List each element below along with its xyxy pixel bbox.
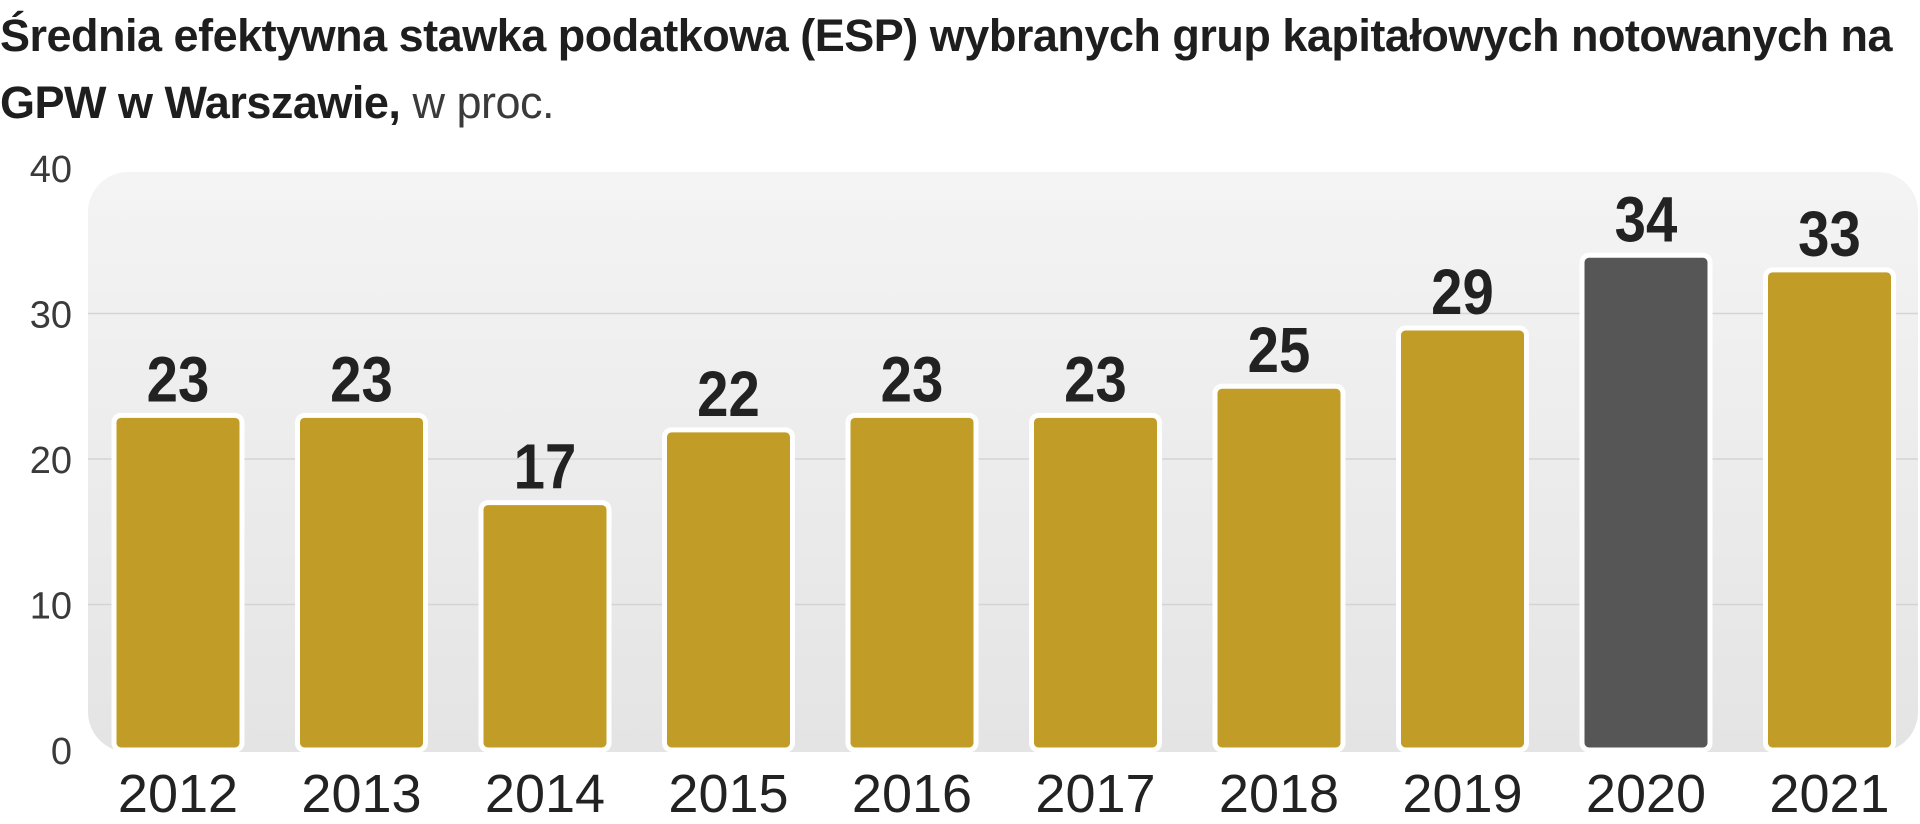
bar-value-label: 34 — [1615, 183, 1678, 255]
x-tick-label: 2012 — [118, 764, 238, 824]
x-tick-label: 2013 — [301, 764, 421, 824]
y-tick-label: 10 — [30, 586, 72, 628]
bar — [845, 412, 979, 753]
x-axis: 2012 2013 2014 2015 2016 2017 2018 2019 2020 2021 — [118, 764, 1890, 824]
bar-value-label: 33 — [1798, 197, 1861, 269]
bar — [1029, 412, 1162, 753]
bar — [1579, 252, 1713, 753]
bar-value-label: 29 — [1431, 256, 1494, 328]
bar — [1212, 383, 1346, 753]
bar-value-label: 23 — [147, 343, 210, 415]
x-tick-label: 2017 — [1035, 764, 1155, 824]
x-tick-label: 2015 — [668, 764, 788, 824]
bar-value-label: 25 — [1248, 314, 1311, 386]
bar — [1396, 325, 1529, 753]
bar — [295, 412, 428, 753]
bar-value-label: 17 — [514, 430, 577, 502]
chart-title: Średnia efektywna stawka podatkowa (ESP)… — [0, 2, 1915, 136]
chart-title-unit: w proc. — [412, 77, 554, 128]
y-tick-label: 20 — [30, 440, 72, 482]
chart-title-text: Średnia efektywna stawka podatkowa (ESP)… — [0, 10, 1892, 128]
bar — [478, 500, 612, 753]
x-tick-label: 2014 — [485, 764, 605, 824]
bar-value-label: 23 — [1064, 343, 1127, 415]
x-tick-label: 2016 — [852, 764, 972, 824]
bar-value-label: 22 — [697, 358, 760, 430]
x-tick-label: 2021 — [1769, 764, 1889, 824]
y-tick-label: 40 — [30, 149, 72, 191]
bar-value-label: 23 — [881, 343, 944, 415]
bars — [111, 252, 1896, 753]
bar — [662, 427, 795, 753]
x-tick-label: 2019 — [1402, 764, 1522, 824]
bar-value-label: 23 — [330, 343, 393, 415]
y-axis: 0 10 20 30 40 — [30, 149, 72, 773]
y-tick-label: 0 — [51, 731, 72, 773]
y-tick-label: 30 — [30, 295, 72, 337]
x-tick-label: 2020 — [1586, 764, 1706, 824]
bar — [111, 412, 245, 753]
value-labels: 23 23 17 22 23 23 25 29 34 33 — [147, 183, 1861, 503]
bar — [1763, 267, 1896, 753]
x-tick-label: 2018 — [1219, 764, 1339, 824]
